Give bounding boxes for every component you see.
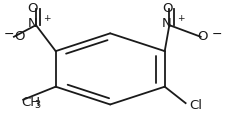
Text: N: N [161,17,171,30]
Text: +: + [43,14,50,23]
Text: O: O [14,30,25,43]
Text: CH: CH [21,96,40,109]
Text: +: + [176,14,184,23]
Text: −: − [4,27,15,41]
Text: O: O [197,30,207,43]
Text: 3: 3 [35,100,41,110]
Text: −: − [211,27,221,41]
Text: Cl: Cl [189,99,202,112]
Text: N: N [27,17,37,30]
Text: O: O [27,2,38,14]
Text: O: O [161,2,172,14]
